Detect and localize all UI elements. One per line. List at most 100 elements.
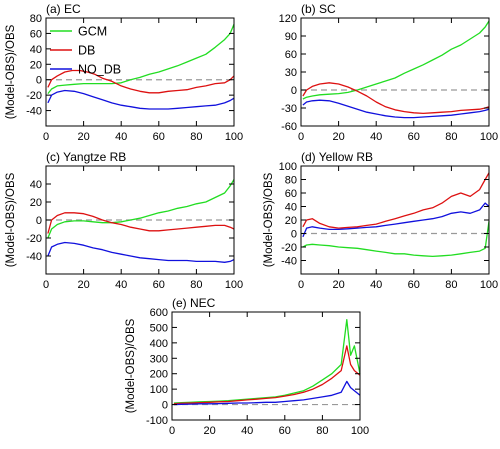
x-tick-label: 80 xyxy=(445,131,457,143)
y-tick-label: 30 xyxy=(285,67,297,79)
y-tick-label: 0 xyxy=(162,400,168,412)
x-tick-label: 40 xyxy=(241,425,253,437)
legend-label: NO_DB xyxy=(78,63,121,77)
x-tick-label: 60 xyxy=(153,279,165,291)
x-tick-label: 80 xyxy=(190,131,202,143)
y-tick-label: 20 xyxy=(30,59,42,71)
y-axis-label: (Model-OBS)/OBS xyxy=(263,172,275,267)
x-tick-label: 100 xyxy=(351,425,369,437)
series-line-no-db xyxy=(47,241,235,263)
y-tick-label: -20 xyxy=(26,233,42,245)
panel-title: (a) EC xyxy=(46,2,81,16)
y-tick-label: -40 xyxy=(26,106,42,118)
x-tick-label: 20 xyxy=(332,131,344,143)
plot-frame xyxy=(171,311,361,421)
x-tick-label: 40 xyxy=(370,279,382,291)
x-tick-label: 60 xyxy=(408,279,420,291)
x-tick-label: 80 xyxy=(316,425,328,437)
x-tick-label: 0 xyxy=(43,131,49,143)
y-tick-label: 100 xyxy=(279,161,297,173)
series-line-db xyxy=(47,212,235,234)
y-axis-label: (Model-OBS)/OBS xyxy=(125,318,137,413)
panel-2: 0 20 40 60 80 100 -40 -20 0 20 40 (c) Yangtze RB (Mo… xyxy=(5,150,243,291)
legend-label: DB xyxy=(78,44,95,58)
series-line-gcm xyxy=(47,179,235,239)
series-line-db xyxy=(302,82,490,115)
series-line-no-db xyxy=(173,380,361,406)
y-tick-label: -30 xyxy=(281,103,297,115)
series-line-gcm xyxy=(302,20,490,100)
x-tick-label: 100 xyxy=(480,279,498,291)
y-tick-label: 80 xyxy=(30,13,42,25)
y-tick-label: -40 xyxy=(26,251,42,263)
x-tick-label: 20 xyxy=(77,131,89,143)
panel-title: (c) Yangtze RB xyxy=(46,150,126,164)
y-tick-label: 0 xyxy=(291,229,297,241)
y-tick-label: -20 xyxy=(281,242,297,254)
y-tick-label: 40 xyxy=(285,202,297,214)
y-tick-label: -100 xyxy=(146,415,168,427)
y-tick-label: 100 xyxy=(150,384,168,396)
y-tick-label: 120 xyxy=(279,13,297,25)
y-tick-label: 0 xyxy=(36,215,42,227)
x-tick-label: 0 xyxy=(43,279,49,291)
series-line-no-db xyxy=(47,89,235,110)
y-tick-label: 0 xyxy=(36,75,42,87)
x-tick-label: 0 xyxy=(169,425,175,437)
plot-frame xyxy=(45,17,235,127)
y-tick-label: 80 xyxy=(285,175,297,187)
y-tick-label: -60 xyxy=(281,121,297,133)
y-tick-label: 20 xyxy=(285,215,297,227)
legend: GCM DB NO_DB xyxy=(50,25,121,77)
series-line-db xyxy=(47,69,235,94)
y-tick-label: 40 xyxy=(30,44,42,56)
x-tick-label: 60 xyxy=(279,425,291,437)
x-tick-label: 40 xyxy=(115,131,127,143)
x-tick-label: 100 xyxy=(225,131,243,143)
y-tick-label: 60 xyxy=(285,49,297,61)
series-line-no-db xyxy=(302,99,490,119)
x-tick-label: 80 xyxy=(445,279,457,291)
x-tick-label: 20 xyxy=(332,279,344,291)
y-axis-label: (Model-OBS)/OBS xyxy=(5,24,17,119)
series-line-gcm xyxy=(173,319,361,404)
panel-title: (d) Yellow RB xyxy=(301,150,373,164)
x-tick-label: 20 xyxy=(203,425,215,437)
y-tick-label: 60 xyxy=(285,188,297,200)
legend-label: GCM xyxy=(78,25,107,39)
series-line-db xyxy=(173,345,361,405)
y-tick-label: -40 xyxy=(281,256,297,268)
y-tick-label: 200 xyxy=(150,369,168,381)
x-tick-label: 40 xyxy=(370,131,382,143)
y-tick-label: 400 xyxy=(150,338,168,350)
x-tick-label: 100 xyxy=(480,131,498,143)
series-line-gcm xyxy=(302,221,490,258)
x-tick-label: 0 xyxy=(298,131,304,143)
x-tick-label: 100 xyxy=(225,279,243,291)
x-tick-label: 0 xyxy=(298,279,304,291)
y-tick-label: 0 xyxy=(291,85,297,97)
plot-frame xyxy=(300,165,490,275)
x-tick-label: 40 xyxy=(115,279,127,291)
x-tick-label: 60 xyxy=(408,131,420,143)
y-tick-label: 60 xyxy=(30,28,42,40)
x-tick-label: 60 xyxy=(153,131,165,143)
y-axis-label: (Model-OBS)/OBS xyxy=(5,172,17,267)
y-tick-label: 300 xyxy=(150,353,168,365)
panel-0: 0 20 40 60 80 100 -40 -20 0 20 40 60 80 (a) EC (Model-… xyxy=(5,2,243,143)
y-tick-label: -20 xyxy=(26,90,42,102)
series-line-no-db xyxy=(302,202,490,238)
y-tick-label: 40 xyxy=(30,179,42,191)
y-tick-label: 90 xyxy=(285,31,297,43)
panel-1: 0 20 40 60 80 100 -60 -30 0 30 60 90 120 (b) SC xyxy=(279,2,499,143)
y-tick-label: 500 xyxy=(150,322,168,334)
panel-title: (b) SC xyxy=(301,2,336,16)
y-tick-label: 600 xyxy=(150,307,168,319)
panel-title: (e) NEC xyxy=(172,296,216,310)
x-tick-label: 80 xyxy=(190,279,202,291)
y-tick-label: 20 xyxy=(30,197,42,209)
series-line-gcm xyxy=(47,23,235,95)
